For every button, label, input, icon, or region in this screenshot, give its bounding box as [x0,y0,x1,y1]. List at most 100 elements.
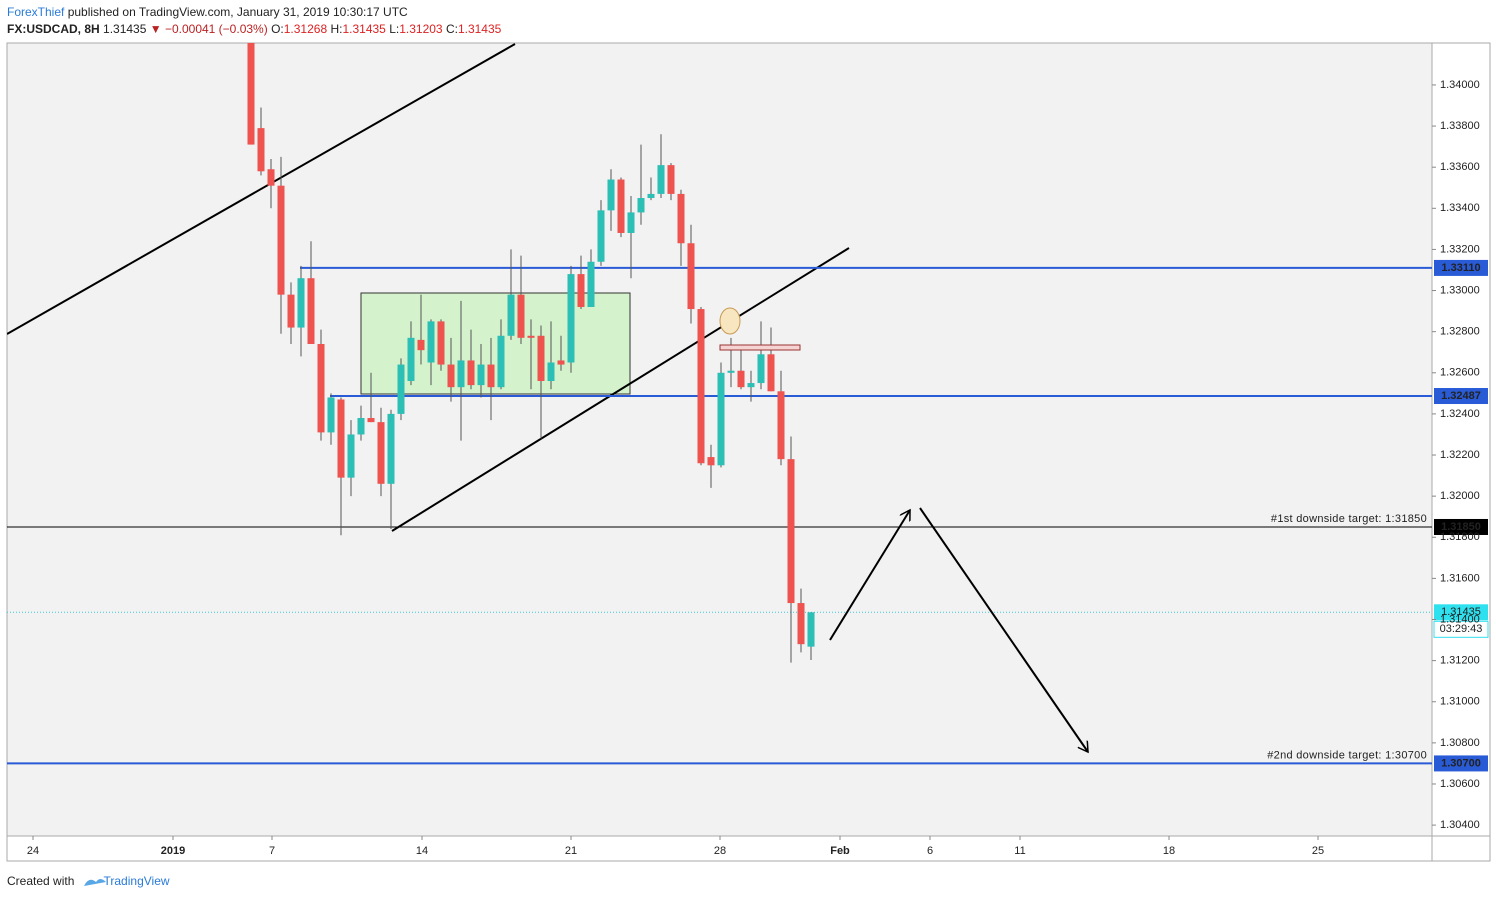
candle-body [767,354,775,392]
x-tick-label: Feb [830,845,850,857]
last-price: 1.31435 [103,22,147,36]
level-label: 1.30700 [1441,757,1481,769]
candle-body [567,274,575,363]
c-value: 1.31435 [458,22,502,36]
candle-body [557,360,565,365]
y-tick-label: 1.33800 [1440,120,1480,132]
candle-body [667,165,675,194]
candle-body [627,212,635,233]
brand: TradingView [104,874,170,888]
h-label: H: [330,22,342,36]
level-label: 1.32487 [1441,390,1481,402]
candle-body [277,185,285,295]
axes: 1.30400 1.30600 1.30800 1.31000 1.31200 1.314… [27,79,1480,857]
candle-body [737,370,745,388]
candle-body [407,337,415,382]
footer: Created with TradingView [7,874,170,888]
candle-body [797,603,805,645]
level-label: 1.31850 [1441,521,1481,533]
x-tick-label: 14 [416,845,428,857]
candle-body [637,198,645,213]
chart-frame [6,42,1491,862]
y-tick-label: 1.32400 [1440,408,1480,420]
target-text: #1st downside target: 1:31850 [1271,513,1427,525]
y-tick-label: 1.32600 [1440,367,1480,379]
x-tick-label: 18 [1163,845,1175,857]
candle-body [777,391,785,460]
level-label-box [1434,755,1488,772]
candle-body [457,360,465,388]
l-value: 1.31203 [399,22,443,36]
candle-body [447,364,455,388]
candle-body [257,128,265,172]
candle-body [497,335,505,388]
arrow [919,507,1088,752]
y-tick-label: 1.32800 [1440,326,1480,338]
x-tick-label: 7 [269,845,275,857]
candles [247,43,815,663]
candle-body [587,261,595,307]
target-text: #2nd downside target: 1:30700 [1267,749,1427,761]
candle-body [337,399,345,478]
y-tick-label: 1.31400 [1440,613,1480,625]
drawings [7,43,850,532]
candle-body [747,383,755,388]
resistance-box [719,344,801,351]
level-label-box [1434,388,1488,405]
candle-body [687,243,695,310]
countdown-box [1433,620,1489,638]
candle-body [367,418,375,423]
candle-body [717,372,725,466]
level-label-box [1434,259,1488,276]
candle-body [387,413,395,484]
candle-body [537,335,545,382]
candle-body [247,43,255,145]
candle-body [327,397,335,433]
trend-line [391,247,850,532]
candle-body [597,210,605,262]
annotations [719,307,1088,752]
x-tick-label: 25 [1312,845,1324,857]
header-line: ForexThief published on TradingView.com,… [7,5,408,19]
y-tick-label: 1.31000 [1440,696,1480,708]
range-box [360,292,631,395]
candle-body [437,321,445,365]
l-label: L: [389,22,399,36]
highlight-ellipse [719,307,741,335]
x-tick-label: 6 [927,845,933,857]
o-value: 1.31268 [284,22,328,36]
candle-body [547,362,555,382]
x-tick-label: 21 [565,845,577,857]
candle-body [517,294,525,338]
candle-body [467,360,475,386]
candle-body [477,364,485,386]
arrow [829,510,911,641]
candle-body [417,339,425,351]
y-tick-label: 1.33600 [1440,161,1480,173]
c-label: C: [446,22,458,36]
candle-body [787,459,795,604]
symbol-line: FX:USDCAD, 8H 1.31435 ▼ −0.00041 (−0.03%… [7,22,502,36]
candle-body [317,343,325,433]
brand-logo [84,879,106,886]
candle-body [267,169,275,186]
candle-body [287,294,295,328]
y-tick-label: 1.31200 [1440,655,1480,667]
x-tick-label: 28 [714,845,726,857]
candle-body [617,179,625,233]
y-tick-label: 1.32200 [1440,449,1480,461]
candle-body [307,278,315,344]
o-label: O: [271,22,284,36]
candle-body [677,193,685,244]
x-tick-label: 2019 [161,845,185,857]
candle-body [697,309,705,464]
published: published on TradingView.com, January 31… [68,5,408,19]
x-tick-label: 24 [27,845,39,857]
candle-body [297,278,305,328]
candle-body [397,364,405,414]
y-tick-label: 1.30800 [1440,737,1480,749]
last-price-box [1434,604,1488,621]
y-tick-label: 1.31600 [1440,572,1480,584]
